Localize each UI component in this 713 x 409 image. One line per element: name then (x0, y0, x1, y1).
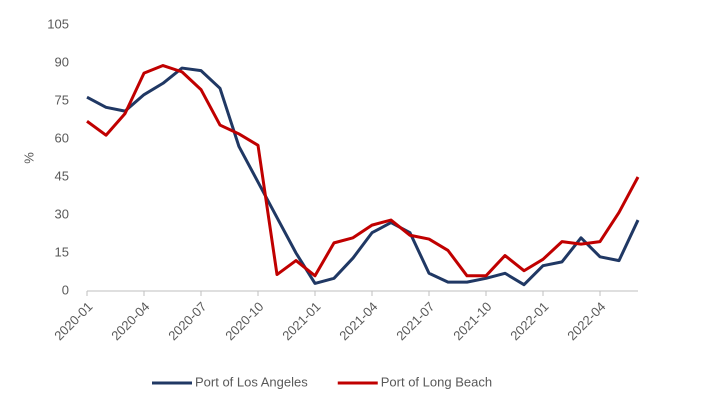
x-tick-label: 2020-10 (222, 299, 266, 343)
y-tick-label: 15 (55, 244, 69, 259)
y-tick-label: 75 (55, 92, 69, 107)
x-tick-label: 2021-10 (450, 299, 494, 343)
x-tick-label: 2022-04 (564, 299, 608, 343)
y-tick-label: 105 (47, 16, 69, 31)
series-line (86, 66, 640, 287)
y-tick-label: 0 (62, 282, 69, 297)
y-tick-label: 45 (55, 168, 69, 183)
x-tick-label: 2021-07 (393, 299, 437, 343)
x-tick-label: 2021-01 (279, 299, 323, 343)
y-tick-label: 60 (55, 130, 69, 145)
y-axis-label: % (21, 152, 36, 164)
x-tick-label: 2022-01 (507, 299, 551, 343)
legend-label: Port of Los Angeles (195, 374, 308, 389)
y-tick-label: 90 (55, 54, 69, 69)
y-tick-label: 30 (55, 206, 69, 221)
series-line (86, 64, 640, 278)
x-tick-label: 2020-07 (165, 299, 209, 343)
x-tick-label: 2020-01 (51, 299, 95, 343)
x-tick-label: 2021-04 (336, 299, 380, 343)
x-tick-label: 2020-04 (108, 299, 152, 343)
legend-label: Port of Long Beach (381, 374, 492, 389)
